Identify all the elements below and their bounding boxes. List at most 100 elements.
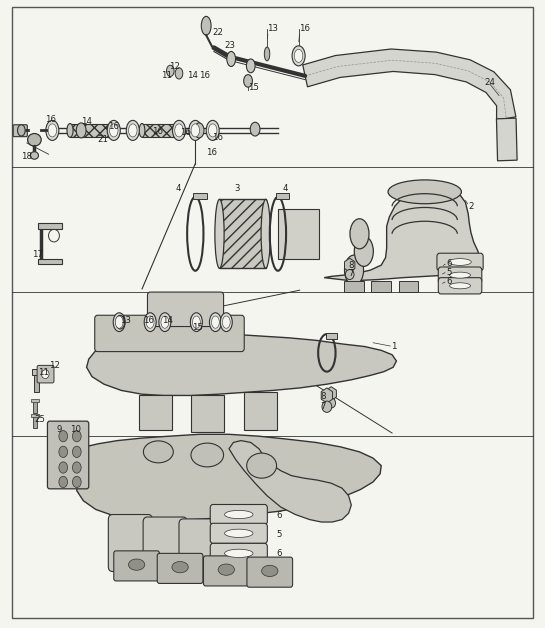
Polygon shape: [324, 185, 480, 281]
Ellipse shape: [113, 313, 125, 332]
Text: 11: 11: [38, 369, 49, 377]
Bar: [38, 223, 62, 229]
Ellipse shape: [191, 443, 223, 467]
Bar: [193, 193, 207, 199]
Ellipse shape: [209, 313, 221, 332]
Ellipse shape: [222, 316, 230, 328]
Bar: [38, 259, 62, 264]
Bar: [168, 317, 192, 328]
Text: 21: 21: [98, 135, 108, 144]
Ellipse shape: [215, 199, 224, 268]
Circle shape: [49, 229, 59, 242]
Text: 11: 11: [161, 72, 172, 80]
FancyBboxPatch shape: [210, 543, 268, 563]
Ellipse shape: [46, 121, 59, 141]
Ellipse shape: [175, 124, 183, 137]
Polygon shape: [140, 396, 172, 430]
Text: 6: 6: [446, 277, 452, 286]
FancyBboxPatch shape: [47, 421, 89, 489]
Ellipse shape: [225, 550, 253, 558]
Bar: [33, 416, 37, 428]
Text: 13: 13: [267, 24, 278, 33]
Text: 23: 23: [225, 41, 235, 50]
Ellipse shape: [148, 317, 152, 328]
Polygon shape: [77, 435, 381, 521]
Text: 6: 6: [277, 549, 282, 558]
FancyBboxPatch shape: [203, 556, 249, 586]
Text: 14: 14: [187, 72, 198, 80]
Bar: [344, 281, 364, 292]
Bar: [326, 333, 337, 339]
Ellipse shape: [354, 236, 373, 266]
Ellipse shape: [72, 462, 81, 473]
Ellipse shape: [116, 316, 123, 328]
Ellipse shape: [194, 123, 204, 138]
Text: 2: 2: [468, 202, 474, 211]
Polygon shape: [244, 392, 277, 430]
Text: 16: 16: [211, 133, 222, 142]
Ellipse shape: [246, 59, 255, 73]
Bar: [220, 199, 266, 268]
Ellipse shape: [76, 123, 86, 138]
Text: 8: 8: [349, 261, 354, 269]
Ellipse shape: [177, 124, 183, 138]
Ellipse shape: [264, 47, 270, 61]
Text: 4: 4: [175, 184, 181, 193]
Circle shape: [346, 269, 354, 279]
FancyBboxPatch shape: [95, 315, 244, 352]
Circle shape: [322, 401, 332, 413]
Ellipse shape: [175, 68, 183, 79]
Bar: [122, 317, 150, 328]
Ellipse shape: [107, 121, 120, 141]
Text: 1: 1: [391, 342, 397, 351]
Text: 18: 18: [21, 151, 32, 161]
Ellipse shape: [172, 561, 188, 573]
Polygon shape: [278, 208, 319, 259]
Text: 12: 12: [169, 62, 180, 71]
Ellipse shape: [261, 199, 270, 268]
Ellipse shape: [388, 180, 462, 203]
Ellipse shape: [220, 313, 232, 332]
FancyBboxPatch shape: [210, 523, 268, 543]
Ellipse shape: [201, 16, 211, 35]
FancyBboxPatch shape: [179, 519, 223, 579]
Text: 25: 25: [34, 414, 45, 424]
Text: 10: 10: [70, 425, 81, 435]
Ellipse shape: [225, 511, 253, 519]
Ellipse shape: [192, 316, 200, 328]
Ellipse shape: [190, 313, 202, 332]
Ellipse shape: [72, 431, 81, 442]
Ellipse shape: [139, 124, 145, 138]
Bar: [70, 124, 111, 138]
Ellipse shape: [227, 51, 235, 67]
Ellipse shape: [72, 476, 81, 487]
Polygon shape: [191, 396, 223, 432]
FancyBboxPatch shape: [438, 278, 482, 294]
Ellipse shape: [159, 313, 171, 332]
Ellipse shape: [48, 124, 57, 137]
Ellipse shape: [350, 219, 369, 249]
Text: 16: 16: [45, 116, 56, 124]
Text: 6: 6: [277, 511, 282, 520]
Text: 16: 16: [180, 127, 191, 137]
Bar: [34, 374, 39, 392]
Bar: [142, 124, 180, 138]
Bar: [31, 399, 39, 402]
Ellipse shape: [209, 124, 217, 137]
Text: 9: 9: [56, 425, 62, 435]
Text: 4: 4: [282, 184, 288, 193]
FancyBboxPatch shape: [37, 365, 54, 383]
Bar: [372, 281, 391, 292]
Ellipse shape: [110, 124, 118, 137]
Ellipse shape: [129, 559, 145, 570]
Text: 15: 15: [248, 83, 259, 92]
Text: 15: 15: [192, 323, 203, 332]
Ellipse shape: [119, 317, 124, 328]
Ellipse shape: [247, 453, 276, 478]
Ellipse shape: [206, 121, 219, 141]
Text: 14: 14: [81, 117, 92, 126]
Bar: [276, 193, 289, 199]
FancyBboxPatch shape: [438, 267, 482, 283]
Text: 5: 5: [446, 268, 452, 277]
Ellipse shape: [143, 441, 173, 463]
